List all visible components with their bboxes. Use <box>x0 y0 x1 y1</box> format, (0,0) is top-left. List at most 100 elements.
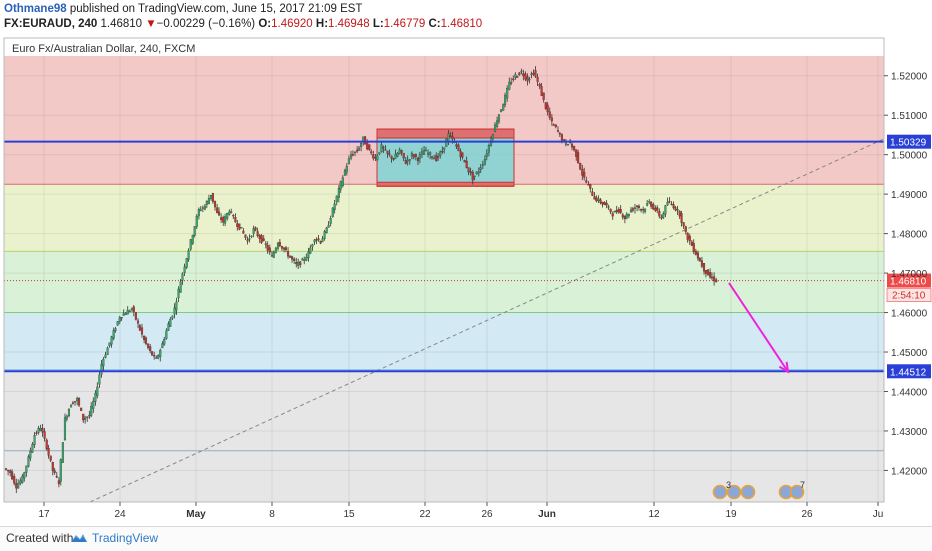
candle-up <box>167 323 170 331</box>
candle-up <box>88 415 91 417</box>
event-badge-icon <box>726 484 742 500</box>
candle-up <box>240 227 243 229</box>
candle-up <box>646 203 649 206</box>
symbol-label: FX:EURAUD, 240 <box>4 18 98 30</box>
candle-up <box>429 152 432 155</box>
candle-down <box>617 209 620 213</box>
candle-down <box>692 242 695 252</box>
candle-up <box>252 228 255 234</box>
candle-up <box>530 73 533 76</box>
candle-down <box>660 216 663 219</box>
horizontal-line-label-bg <box>887 364 931 379</box>
candles <box>4 66 718 493</box>
countdown-bg <box>886 288 932 302</box>
event-badge-icon <box>712 484 728 500</box>
candle-up <box>161 343 164 349</box>
x-tick-label: 26 <box>481 509 493 520</box>
candle-up <box>447 133 450 142</box>
candle-down <box>134 312 137 320</box>
candle-up <box>205 200 208 205</box>
candle-up <box>33 435 36 446</box>
candle-up <box>506 87 509 99</box>
candle-down <box>238 223 241 230</box>
candle-down <box>583 171 586 178</box>
candle-down <box>690 241 693 246</box>
candle-down <box>544 102 547 109</box>
candle-down <box>213 200 217 208</box>
candle-down <box>552 124 555 126</box>
candle-up <box>347 158 350 165</box>
tradingview-logo-icon[interactable] <box>70 532 88 544</box>
candle-up <box>195 216 198 227</box>
candle-down <box>283 247 286 250</box>
candle-down <box>593 196 596 200</box>
candle-down <box>287 251 290 257</box>
candle-up <box>597 198 600 202</box>
candle-down <box>317 238 320 241</box>
event-badge-count: 7 <box>800 480 805 490</box>
candle-down <box>605 202 608 206</box>
candle-down <box>550 117 553 122</box>
candle-down <box>266 245 269 251</box>
tradingview-brand[interactable]: TradingView <box>92 531 159 545</box>
y-tick-label: 1.49000 <box>891 190 928 201</box>
candle-up <box>86 416 89 419</box>
candle-down <box>120 317 123 319</box>
candle-down <box>524 73 527 80</box>
candle-down <box>220 217 223 220</box>
candle-down <box>216 207 219 214</box>
candle-up <box>305 257 308 261</box>
candle-down <box>388 153 391 156</box>
candle-up <box>65 415 68 420</box>
candle-up <box>491 134 494 140</box>
candle-up <box>106 347 109 355</box>
candle-up <box>104 354 107 358</box>
candle-up <box>496 120 499 127</box>
candle-up <box>676 209 679 211</box>
candle-up <box>627 213 630 217</box>
candle-up <box>508 81 511 90</box>
candle-up <box>481 164 484 166</box>
footer: Created with TradingView <box>0 526 932 551</box>
event-badge-icon <box>789 484 805 500</box>
candle-up <box>110 336 113 345</box>
candle-up <box>629 209 633 212</box>
candle-down <box>658 211 661 217</box>
candle-up <box>201 207 204 209</box>
candle-up <box>662 213 665 218</box>
candle-up <box>27 456 30 467</box>
candle-up <box>443 147 446 150</box>
candle-up <box>433 157 436 160</box>
candle-up <box>514 74 517 78</box>
axes: 17 24 May 8 15 22 26 Jun 12 19 26 Ju 1.52000 1.51000 1… <box>3 37 928 520</box>
candle-down <box>603 202 606 206</box>
candle-up <box>360 143 363 147</box>
candle-down <box>642 209 645 211</box>
candle-down <box>211 192 214 202</box>
candle-up <box>321 238 324 243</box>
candle-down <box>57 480 60 485</box>
candle-down <box>412 154 415 158</box>
candle-up <box>102 359 105 367</box>
candle-down <box>591 191 594 196</box>
candle-up <box>613 210 616 213</box>
candle-down <box>7 469 10 472</box>
candle-down <box>619 209 622 213</box>
candle-up <box>479 167 482 170</box>
candle-up <box>406 159 409 162</box>
candle-up <box>193 226 196 236</box>
candle-down <box>471 172 474 181</box>
countdown-label: 2:54:10 <box>892 291 926 302</box>
candle-up <box>353 151 357 154</box>
candle-up <box>378 152 381 155</box>
candle-up <box>37 427 40 433</box>
candle-down <box>700 260 703 267</box>
candle-down <box>132 306 135 312</box>
candle-down <box>672 204 675 209</box>
author-link[interactable]: Othmane98 <box>4 3 67 15</box>
candle-down <box>451 135 454 140</box>
candle-down <box>526 76 529 82</box>
